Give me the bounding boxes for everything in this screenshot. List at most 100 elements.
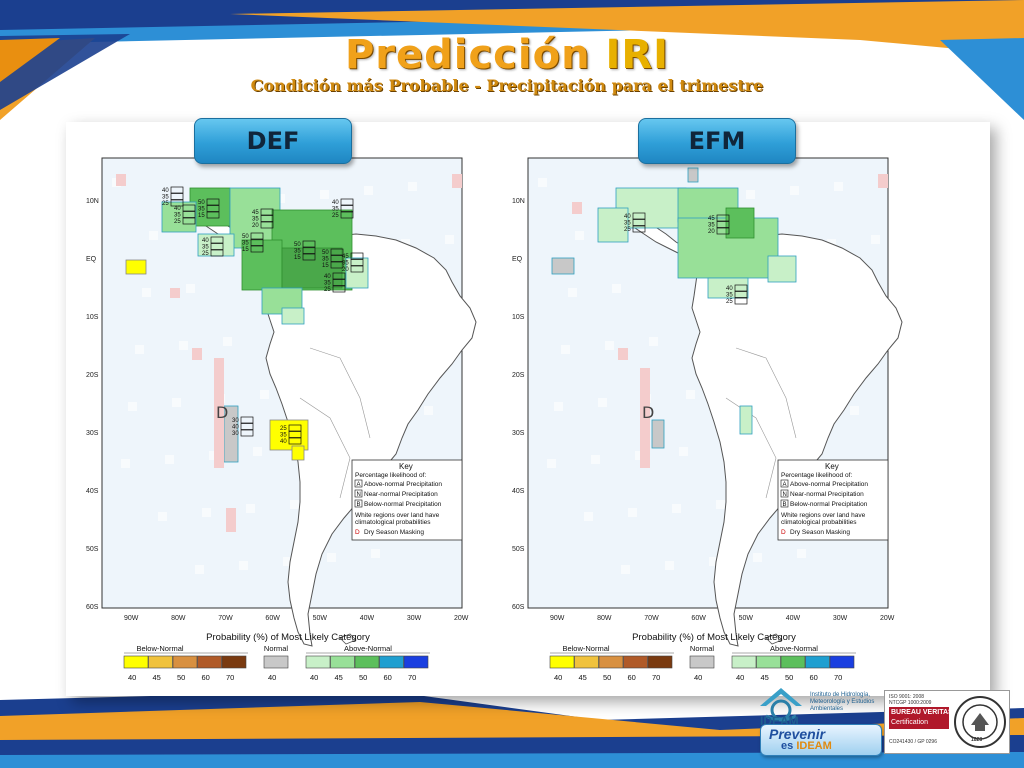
ocean-cell — [128, 402, 137, 411]
probability-bar-box — [206, 211, 220, 219]
below-normal-label: Below-Normal — [136, 644, 183, 653]
bv-name: BUREAU VERITAS — [891, 709, 953, 716]
ocean-cell — [538, 178, 547, 187]
probability-bar-box — [240, 429, 254, 437]
lon-label: 30W — [407, 615, 422, 622]
probability-value: 25 — [174, 219, 181, 225]
probability-bar-box — [350, 252, 364, 260]
probability-value: 35 — [174, 213, 181, 219]
ocean-cell — [209, 451, 218, 460]
lat-label: 30S — [512, 430, 525, 437]
probability-bar-box — [350, 259, 364, 266]
probability-cell — [725, 207, 755, 239]
colorbar-tick-below: 40 — [554, 673, 562, 682]
colorbar-tick-above: 50 — [785, 673, 793, 682]
continent-shape — [691, 233, 903, 647]
colorbar-tick-below: 45 — [579, 673, 587, 682]
probability-value: 50 — [322, 250, 329, 256]
ideam-emblem-icon — [760, 688, 802, 722]
colorbar-title: Probability (%) of Most Likely Category — [632, 632, 796, 643]
key-letter-box — [780, 479, 789, 488]
falkland-shape — [765, 633, 783, 645]
probability-bar-box — [260, 215, 274, 222]
key-letter: B — [357, 502, 361, 508]
page-title: Predicción IRI — [344, 32, 670, 78]
ocean-cell — [568, 288, 577, 297]
colorbar-tick-below: 70 — [652, 673, 660, 682]
lon-label: 90W — [124, 615, 139, 622]
probability-value: 25 — [324, 287, 331, 293]
ocean-cell — [628, 508, 637, 517]
ocean-cell — [179, 341, 188, 350]
tab-efm[interactable]: EFM — [638, 118, 796, 164]
colorbar-swatch-below — [549, 655, 575, 669]
page-subtitle: Condición más Probable - Precipitación p… — [250, 76, 764, 95]
key-row-text: Below-normal Precipitation — [790, 501, 868, 508]
probability-cell — [597, 207, 629, 243]
colorbar-tick-above: 40 — [736, 673, 744, 682]
probability-value: 15 — [198, 213, 205, 219]
probability-bar-box — [170, 193, 184, 200]
ocean-cell — [753, 553, 762, 562]
lon-label: 60W — [265, 615, 280, 622]
lat-label: EQ — [86, 256, 97, 263]
probability-value: 35 — [202, 245, 209, 251]
probability-value: 40 — [324, 274, 331, 280]
lon-label: 90W — [550, 615, 565, 622]
probability-bar-box — [716, 221, 730, 228]
probability-value: 50 — [294, 242, 301, 248]
ocean-cell — [605, 341, 614, 350]
probability-bar-box — [210, 243, 224, 250]
key-letter: B — [783, 502, 787, 508]
probability-cell — [170, 288, 180, 298]
ocean-cell — [283, 557, 292, 566]
key-letter: A — [783, 482, 787, 488]
probability-bar-box — [206, 198, 220, 206]
probability-value: 45 — [252, 210, 259, 216]
tab-def[interactable]: DEF — [194, 118, 352, 164]
ocean-cell — [871, 235, 880, 244]
colorbar-swatch-above — [354, 655, 380, 669]
probability-value: 35 — [624, 221, 631, 227]
lon-label: 70W — [218, 615, 233, 622]
probability-bar-box — [240, 423, 254, 430]
ocean-cell — [165, 455, 174, 464]
lat-label: 20S — [86, 372, 99, 379]
key-letter-box — [354, 479, 363, 488]
probability-value: 40 — [624, 214, 631, 220]
ocean-cell — [327, 553, 336, 562]
colorbar-swatch-below — [123, 655, 149, 669]
probability-value: 40 — [162, 188, 169, 194]
ocean-cell — [591, 455, 600, 464]
key-note-line-1: White regions over land have — [355, 512, 440, 519]
probability-bar-box — [302, 247, 316, 254]
lat-label: 10S — [86, 314, 99, 321]
probability-cell — [161, 201, 197, 233]
colorbar-swatch-above — [780, 655, 806, 669]
probability-cell — [281, 307, 305, 325]
ocean-cell — [186, 284, 195, 293]
probability-value: 25 — [332, 213, 339, 219]
ocean-cell — [445, 235, 454, 244]
lat-label: 60S — [512, 604, 525, 611]
ocean-cell — [554, 402, 563, 411]
probability-value: 25 — [202, 251, 209, 257]
normal-label: Normal — [690, 644, 715, 653]
ocean-cell — [665, 561, 674, 570]
probability-cell — [651, 419, 665, 449]
probability-bar-box — [716, 214, 730, 222]
ocean-cell — [424, 406, 433, 415]
key-row-text: Below-normal Precipitation — [364, 501, 442, 508]
probability-value: 45 — [342, 254, 349, 260]
ocean-cell — [290, 500, 299, 509]
ocean-cell — [635, 451, 644, 460]
probability-value: 25 — [162, 201, 169, 207]
